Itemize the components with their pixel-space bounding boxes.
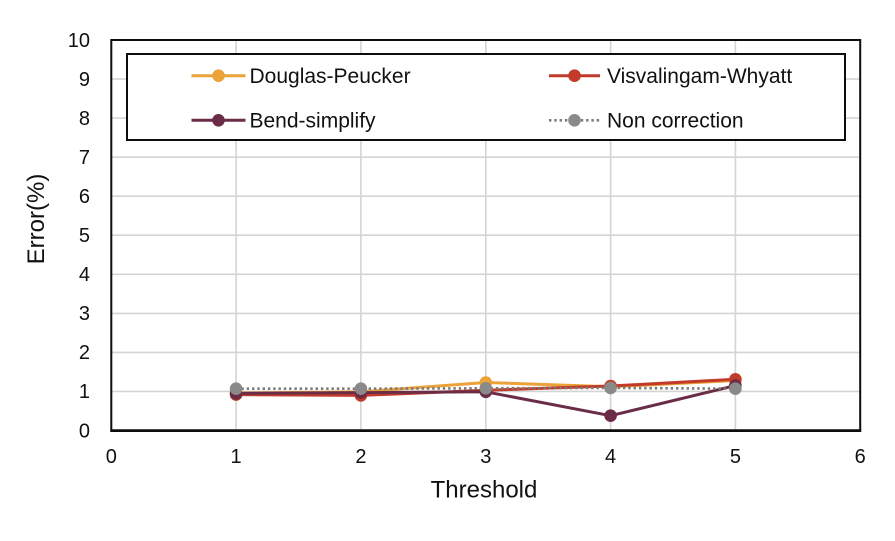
svg-text:2: 2 [355, 446, 366, 468]
svg-text:0: 0 [106, 446, 117, 468]
svg-text:Visvalingam-Whyatt: Visvalingam-Whyatt [607, 65, 792, 88]
svg-text:Douglas-Peucker: Douglas-Peucker [250, 65, 411, 88]
svg-text:3: 3 [79, 303, 90, 325]
svg-text:4: 4 [605, 446, 616, 468]
svg-text:7: 7 [79, 147, 90, 169]
svg-text:6: 6 [855, 446, 866, 468]
svg-text:5: 5 [730, 446, 741, 468]
svg-text:Error(%): Error(%) [23, 174, 50, 265]
svg-text:5: 5 [79, 225, 90, 247]
svg-text:9: 9 [79, 69, 90, 91]
svg-text:1: 1 [79, 381, 90, 403]
svg-text:6: 6 [79, 186, 90, 208]
svg-text:2: 2 [79, 342, 90, 364]
svg-text:8: 8 [79, 108, 90, 130]
svg-text:1: 1 [231, 446, 242, 468]
svg-text:Threshold: Threshold [431, 477, 538, 504]
svg-text:10: 10 [68, 30, 90, 52]
svg-text:Non correction: Non correction [607, 109, 744, 132]
svg-text:4: 4 [79, 264, 90, 286]
svg-text:3: 3 [480, 446, 491, 468]
svg-text:Bend-simplify: Bend-simplify [250, 109, 377, 132]
svg-text:0: 0 [79, 420, 90, 442]
